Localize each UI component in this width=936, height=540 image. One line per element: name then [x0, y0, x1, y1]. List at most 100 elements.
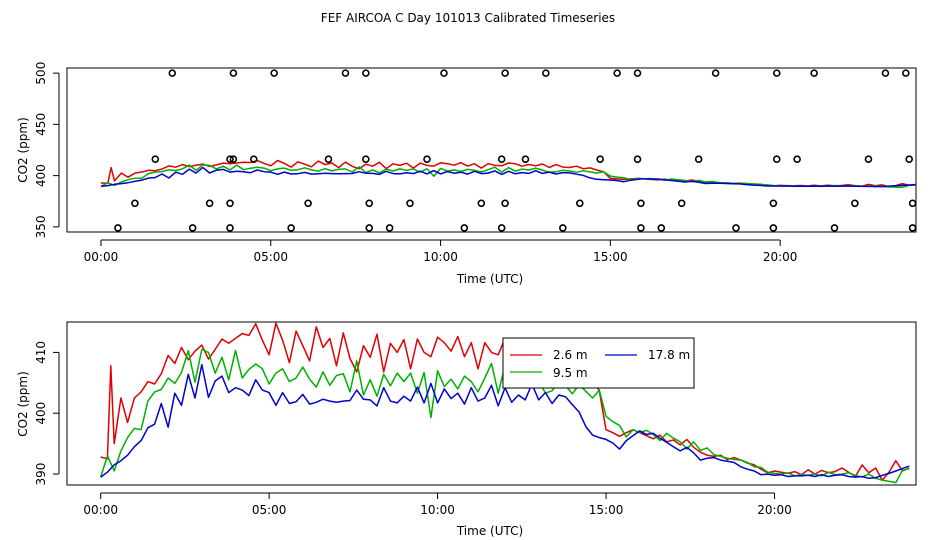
flag-point [793, 155, 801, 164]
legend-label-17-8m: 17.8 m [648, 348, 690, 362]
top-x-tick-label: 15:00 [593, 250, 628, 264]
flag-point [769, 224, 778, 232]
flag-point [423, 155, 431, 164]
legend-box [502, 337, 695, 389]
top-x-tick-label: 10:00 [423, 250, 458, 264]
bottom-series-2-6-m-line [100, 322, 910, 481]
top-series-2-6-m-line [100, 159, 917, 188]
flag-point [188, 224, 197, 232]
flag-point [633, 155, 642, 164]
bottom-y-tick-label: 400 [34, 402, 48, 425]
flag-point [881, 69, 890, 77]
flag-point [114, 224, 122, 232]
top-y-tick-label: 400 [34, 164, 48, 187]
flag-point [249, 155, 258, 164]
flag-point [542, 69, 550, 77]
top-series-17-8-m-line [100, 166, 917, 188]
flag-point [902, 69, 910, 77]
flag-point [406, 199, 414, 208]
flag-point [287, 224, 295, 232]
figure-title: FEF AIRCOA C Day 101013 Calibrated Times… [321, 11, 615, 25]
bottom-x-tick-label: 15:00 [589, 503, 624, 517]
flag-point [460, 224, 469, 232]
flag-point [168, 69, 177, 77]
top-x-tick-label: 05:00 [253, 250, 288, 264]
flag-point [497, 224, 506, 232]
flag-point [769, 199, 778, 208]
bottom-x-tick-label: 20:00 [757, 503, 792, 517]
flag-point [851, 199, 859, 208]
flag-point [324, 155, 333, 164]
top-y-tick-label: 450 [34, 113, 48, 136]
flag-point [229, 69, 238, 77]
flag-point [694, 155, 703, 164]
flag-point [830, 224, 839, 232]
legend-label-2-6m: 2.6 m [553, 348, 588, 362]
flag-point [151, 155, 160, 164]
legend: 2.6 m 9.5 m 17.8 m [502, 337, 695, 389]
top-series-9-5-m-line [100, 164, 917, 189]
flag-point [226, 224, 234, 232]
flag-point [596, 155, 604, 164]
bottom-x-tick-label: 00:00 [83, 503, 118, 517]
flag-point [362, 155, 370, 164]
flag-point [657, 224, 666, 232]
flag-point [362, 69, 370, 77]
flag-point [575, 199, 584, 208]
flag-point [304, 199, 312, 208]
flag-point [908, 224, 917, 232]
flag-point [477, 199, 486, 208]
flag-point [497, 155, 506, 164]
bottom-x-tick-label: 05:00 [252, 503, 287, 517]
flag-point [229, 155, 238, 164]
flag-point [864, 155, 873, 164]
top-y-axis-label: CO2 (ppm) [16, 117, 30, 183]
flag-point [633, 69, 642, 77]
top-x-tick-label: 20:00 [763, 250, 798, 264]
top-y-tick-label: 500 [34, 62, 48, 85]
flag-point [908, 199, 917, 208]
flag-point [270, 69, 278, 77]
bottom-x-tick-label: 10:00 [420, 503, 455, 517]
flag-point [365, 199, 374, 208]
flag-point [711, 69, 720, 77]
top-flag-points [114, 69, 917, 232]
flag-point [772, 155, 781, 164]
top-x-tick-label: 00:00 [84, 250, 119, 264]
bottom-x-axis-label: Time (UTC) [456, 524, 523, 538]
flag-point [521, 155, 530, 164]
bottom-y-tick-label: 390 [34, 463, 48, 486]
flag-point [440, 69, 448, 77]
flag-point [637, 199, 645, 208]
top-x-axis-label: Time (UTC) [456, 272, 523, 286]
top-series-lines [100, 159, 917, 189]
top-y-tick-label: 350 [34, 215, 48, 238]
legend-label-9-5m: 9.5 m [553, 366, 588, 380]
top-plot-frame [66, 67, 917, 233]
flag-point [226, 155, 234, 164]
flag-point [341, 69, 350, 77]
flag-point [732, 224, 740, 232]
bottom-plot-frame [66, 321, 917, 486]
flag-point [905, 155, 914, 164]
top-panel: 00:00 05:00 10:00 15:00 20:00 350 400 450 500 Ti… [16, 62, 917, 286]
flag-point [501, 69, 509, 77]
flag-point [205, 199, 214, 208]
top-axes: 00:00 05:00 10:00 15:00 20:00 350 400 450 500 [34, 62, 797, 264]
bottom-y-axis-label: CO2 (ppm) [16, 371, 30, 437]
flag-point [226, 199, 234, 208]
flag-point [613, 69, 621, 77]
bottom-y-tick-label: 410 [34, 341, 48, 364]
flag-point [365, 224, 374, 232]
flag-point [131, 199, 139, 208]
flag-point [637, 224, 645, 232]
flag-point [501, 199, 509, 208]
flag-point [559, 224, 567, 232]
flag-point [810, 69, 818, 77]
flag-point [385, 224, 394, 232]
bottom-panel: 00:00 05:00 10:00 15:00 20:00 390 400 410 Time … [16, 321, 917, 538]
bottom-axes: 00:00 05:00 10:00 15:00 20:00 390 400 410 [34, 341, 792, 517]
flag-point [677, 199, 686, 208]
flag-point [772, 69, 781, 77]
